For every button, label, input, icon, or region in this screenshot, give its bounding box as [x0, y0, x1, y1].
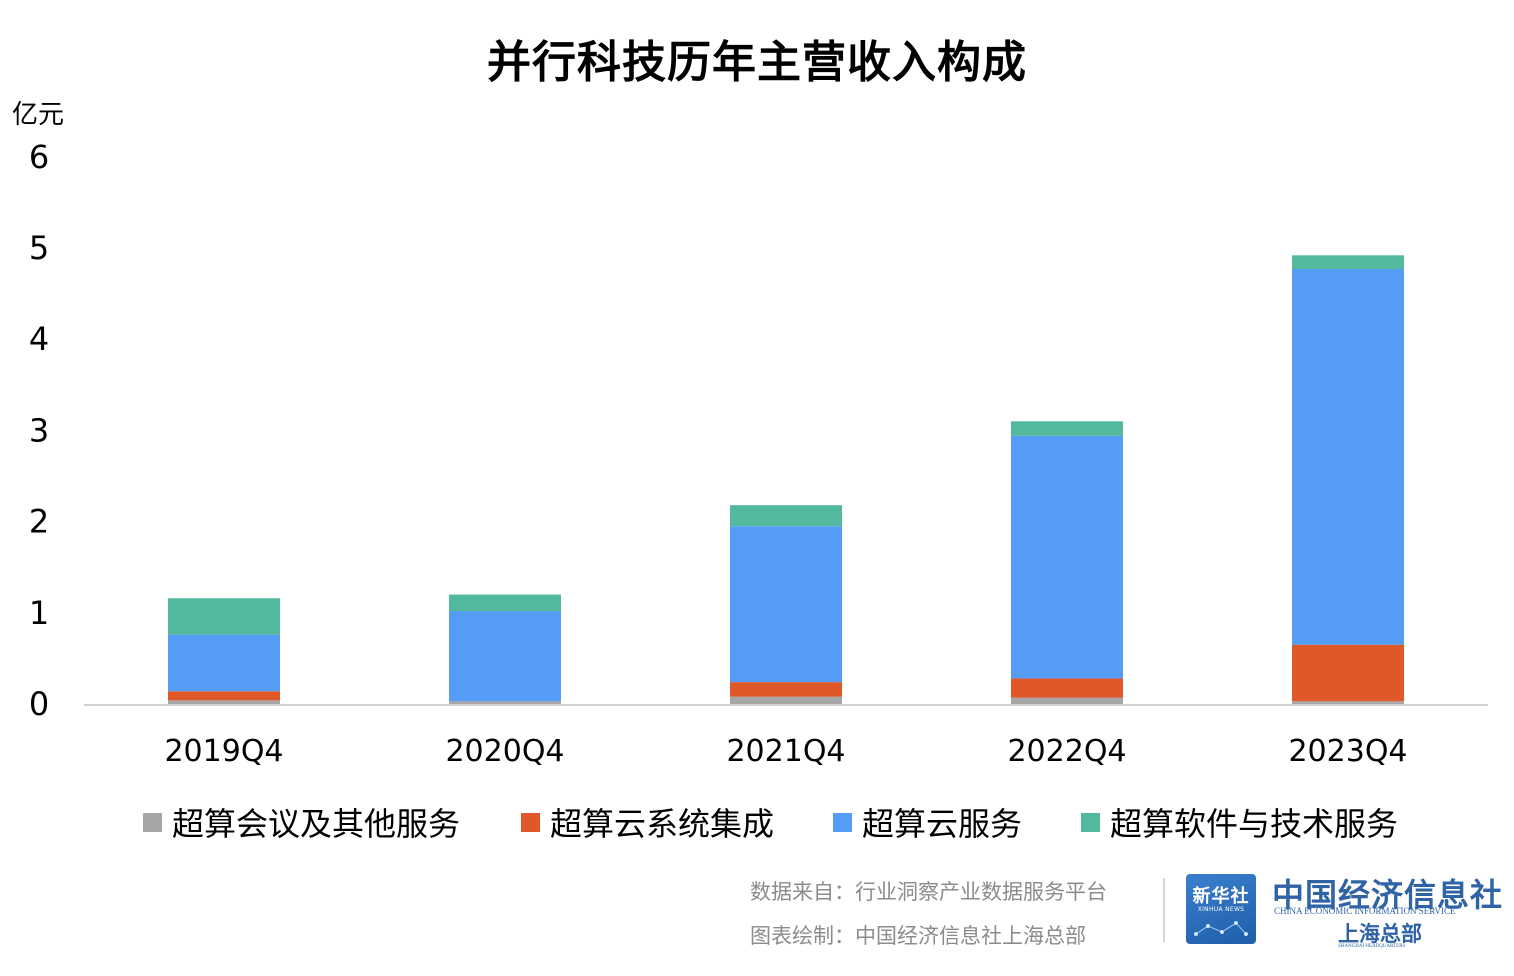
- x-tick-label: 2022Q4: [1007, 734, 1126, 769]
- y-tick-label: 6: [29, 138, 49, 176]
- legend-swatch: [833, 812, 852, 832]
- ceis-shanghai-label: 上海总部: [1338, 921, 1422, 946]
- bar-segment: [168, 691, 280, 701]
- bar-segment: [730, 526, 842, 683]
- bar-segment: [1292, 268, 1404, 645]
- bar-segment: [730, 696, 842, 704]
- ceis-logo-text: 中国经济信息社: [1272, 876, 1504, 914]
- x-tick-label: 2019Q4: [164, 734, 283, 769]
- y-tick-label: 4: [29, 320, 49, 358]
- bar-segment: [1011, 421, 1123, 436]
- bar-segment: [1292, 255, 1404, 269]
- chart-credit-note: 图表绘制：中国经济信息社上海总部: [750, 924, 1086, 948]
- bar-segment: [730, 505, 842, 527]
- y-tick-label: 5: [29, 229, 49, 267]
- x-tick-label: 2021Q4: [726, 734, 845, 769]
- bar-segment: [1011, 697, 1123, 704]
- bar-segment: [1292, 644, 1404, 702]
- legend-item: 超算云服务: [833, 800, 1022, 844]
- legend-label: 超算会议及其他服务: [172, 805, 461, 843]
- legend-swatch: [521, 812, 540, 832]
- bar-segment: [449, 610, 561, 702]
- bar-segment: [168, 700, 280, 704]
- ceis-shanghai-english: SHANGHAI HEADQUARTERS: [1338, 944, 1406, 949]
- legend-swatch: [143, 812, 162, 832]
- x-tick-label: 2023Q4: [1288, 734, 1407, 769]
- footer-divider: [1163, 878, 1165, 942]
- data-source-note: 数据来自：行业洞察产业数据服务平台: [750, 880, 1107, 904]
- bar-segment: [168, 598, 280, 635]
- y-tick-label: 0: [29, 685, 49, 723]
- legend-item: 超算软件与技术服务: [1081, 800, 1398, 844]
- y-tick-label: 1: [29, 594, 49, 632]
- bar-segment: [1011, 435, 1123, 679]
- y-tick-label: 3: [29, 411, 49, 449]
- xinhua-logo-english: XINHUA NEWS: [1197, 906, 1245, 913]
- legend-swatch: [1081, 812, 1100, 832]
- bar-segment: [1011, 678, 1123, 698]
- xinhua-logo: 新华社 XINHUA NEWS: [1186, 874, 1256, 944]
- bar-segment: [730, 682, 842, 697]
- ceis-logo-english: CHINA ECONOMIC INFORMATION SERVICE: [1274, 906, 1456, 916]
- xinhua-logo-text: 新华社: [1192, 886, 1250, 907]
- bar-segment: [1292, 701, 1404, 704]
- y-tick-label: 2: [29, 503, 49, 541]
- chart-title: 并行科技历年主营收入构成: [487, 37, 1027, 88]
- stacked-bar-chart: 0 1 2 3 4 5 6 2019Q4 2020Q4 2021Q4 2022Q4 2023Q4: [29, 138, 1488, 769]
- legend-label: 超算云服务: [862, 805, 1023, 843]
- y-axis-unit-label: 亿元: [12, 100, 65, 130]
- legend-label: 超算云系统集成: [550, 805, 775, 843]
- legend-label: 超算软件与技术服务: [1110, 805, 1399, 843]
- constellation-icon: [1193, 921, 1249, 936]
- bar-segment: [168, 634, 280, 692]
- x-tick-label: 2020Q4: [445, 734, 564, 769]
- bar-segment: [449, 594, 561, 611]
- legend-item: 超算会议及其他服务: [143, 800, 460, 844]
- chart-legend: 超算会议及其他服务 超算云系统集成 超算云服务 超算软件与技术服务: [0, 800, 1514, 844]
- bar-segment: [449, 701, 561, 704]
- legend-item: 超算云系统集成: [521, 800, 774, 844]
